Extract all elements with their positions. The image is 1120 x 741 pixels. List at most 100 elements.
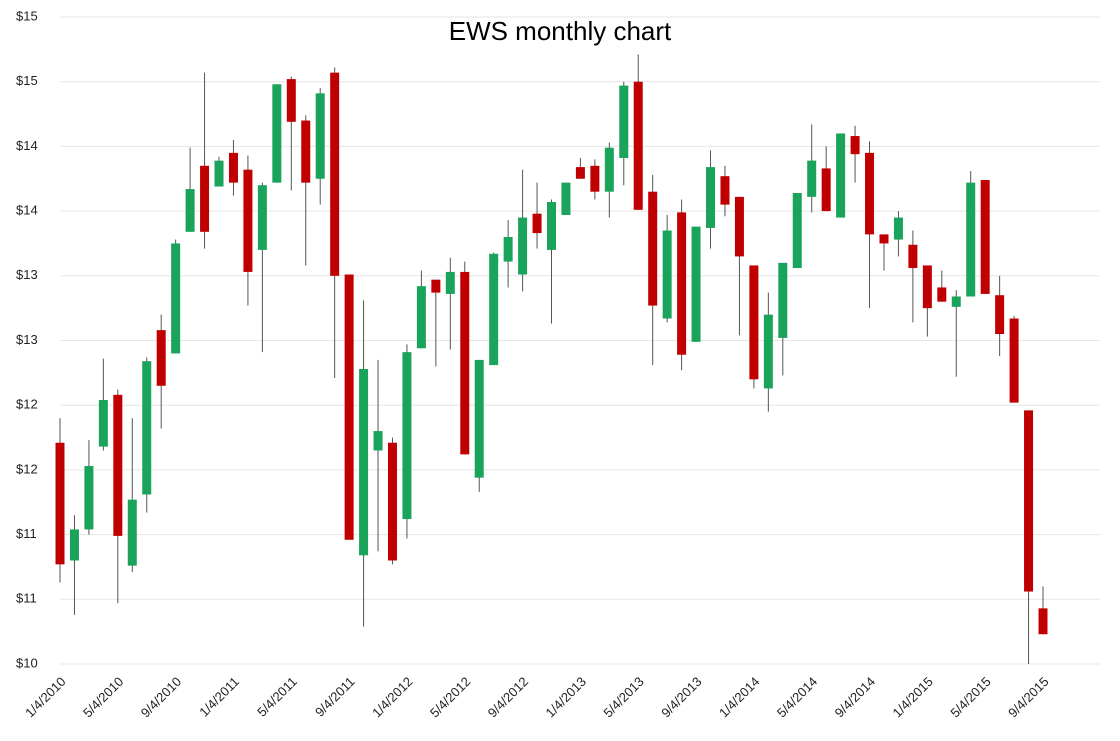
candle-body — [373, 431, 383, 451]
candle-body — [575, 167, 585, 179]
candle-body — [807, 160, 817, 197]
candle-body — [84, 466, 94, 530]
x-tick-label: 9/4/2012 — [485, 674, 531, 720]
x-tick-label: 9/4/2013 — [658, 674, 704, 720]
candle-body — [330, 72, 340, 276]
candle-body — [301, 120, 311, 183]
x-tick-label: 1/4/2011 — [196, 674, 242, 720]
candle-body — [286, 79, 296, 122]
x-tick-label: 5/4/2014 — [774, 674, 820, 720]
x-tick-label: 1/4/2012 — [369, 674, 415, 720]
chart-title: EWS monthly chart — [449, 16, 672, 46]
candle-body — [489, 253, 499, 366]
candle-body — [966, 182, 976, 297]
y-tick-label: $12 — [16, 397, 38, 412]
x-tick-label: 9/4/2011 — [312, 674, 358, 720]
x-tick-label: 1/4/2014 — [716, 674, 762, 720]
candle-body — [142, 361, 152, 495]
candle-body — [995, 295, 1005, 335]
candle-body — [691, 226, 701, 342]
y-tick-label: $11 — [16, 526, 37, 541]
candle-body — [359, 368, 369, 556]
candle-body — [604, 147, 614, 192]
candle-body — [402, 352, 412, 520]
candle-body — [763, 314, 773, 389]
candle-body — [1038, 608, 1048, 635]
y-tick-label: $10 — [16, 655, 38, 670]
candle-body — [662, 230, 672, 319]
candle-body — [879, 234, 889, 244]
candle-body — [850, 136, 860, 155]
candle-body — [518, 217, 528, 275]
x-tick-label: 5/4/2013 — [600, 674, 646, 720]
candle-body — [228, 152, 238, 183]
candle-body — [865, 152, 875, 235]
candle-body — [706, 167, 716, 228]
candle-body — [257, 185, 267, 250]
candle-body — [922, 265, 932, 309]
candle-body — [185, 189, 195, 232]
candle-body — [749, 265, 759, 380]
candle-body — [98, 400, 108, 447]
candle-body — [387, 442, 397, 561]
y-tick-label: $13 — [16, 267, 38, 282]
y-tick-label: $15 — [16, 73, 38, 88]
candle-body — [503, 236, 513, 262]
y-tick-label: $12 — [16, 461, 38, 476]
candle-body — [474, 359, 484, 478]
x-tick-label: 1/4/2010 — [22, 674, 68, 720]
candle-body — [171, 243, 181, 354]
x-tick-label: 9/4/2010 — [138, 674, 184, 720]
x-tick-label: 5/4/2011 — [254, 674, 300, 720]
candle-body — [547, 202, 556, 250]
candle-body — [113, 394, 123, 536]
x-tick-label: 5/4/2015 — [947, 674, 993, 720]
candle-body — [893, 217, 903, 240]
x-tick-label: 1/4/2015 — [890, 674, 936, 720]
candle-body — [431, 279, 441, 293]
x-tick-label: 5/4/2012 — [427, 674, 473, 720]
y-tick-label: $15 — [16, 8, 38, 23]
candle-body — [214, 160, 224, 187]
candle-body — [619, 85, 629, 159]
candle-body — [243, 169, 253, 272]
candle-body — [908, 244, 918, 269]
y-tick-label: $11 — [16, 591, 37, 606]
candle-body — [69, 529, 79, 561]
candle-body — [648, 191, 658, 306]
y-tick-label: $14 — [16, 138, 38, 153]
candle-body — [200, 165, 210, 232]
x-tick-label: 1/4/2013 — [543, 674, 589, 720]
x-tick-label: 9/4/2014 — [832, 674, 878, 720]
x-tick-label: 9/4/2015 — [1005, 674, 1051, 720]
y-tick-label: $14 — [16, 203, 38, 218]
candle-body — [156, 330, 166, 386]
candle-body — [55, 442, 65, 565]
candle-body — [344, 274, 354, 540]
candle-body — [460, 271, 470, 455]
candle-body — [532, 213, 542, 234]
candle-body — [821, 168, 831, 212]
x-tick-label: 5/4/2010 — [80, 674, 126, 720]
candle-body — [561, 182, 571, 215]
candle-body — [677, 212, 687, 355]
candle-body — [127, 499, 137, 566]
candle-body — [980, 180, 990, 294]
candle-body — [778, 262, 788, 338]
candle-body — [937, 287, 947, 302]
candle-body — [951, 296, 961, 307]
candle-body — [445, 271, 455, 294]
candle-body — [315, 93, 325, 179]
candle-body — [590, 165, 600, 192]
candle-body — [734, 196, 744, 257]
candle-body — [720, 176, 730, 205]
candle-body — [1009, 318, 1019, 403]
candle-body — [836, 133, 846, 218]
candle-body — [416, 286, 426, 349]
candle-body — [633, 81, 643, 210]
candle-body — [792, 192, 802, 269]
candle-body — [272, 84, 282, 183]
y-tick-label: $13 — [16, 332, 38, 347]
candle-body — [1024, 410, 1034, 592]
